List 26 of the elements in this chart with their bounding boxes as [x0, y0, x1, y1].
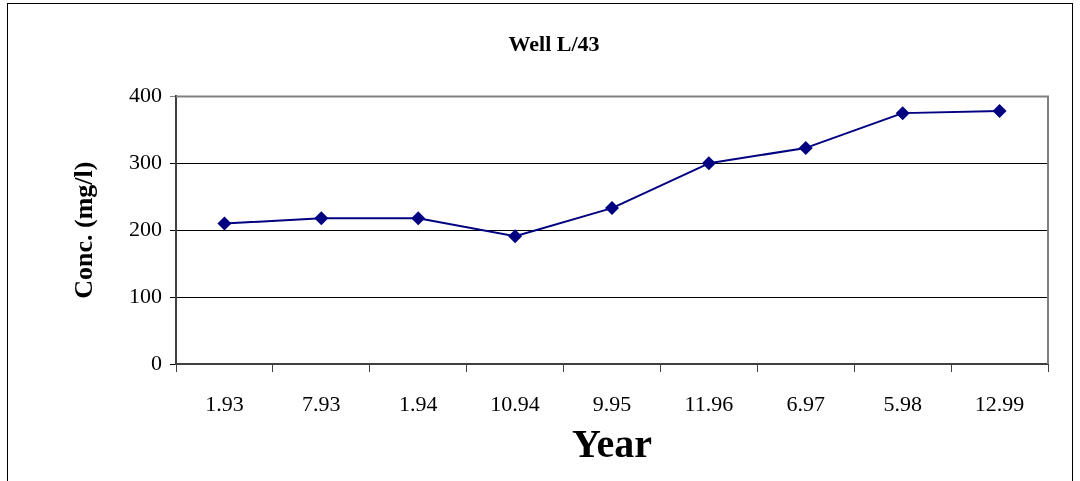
point — [798, 140, 813, 155]
point — [992, 104, 1007, 119]
point — [217, 216, 232, 231]
point — [411, 211, 426, 226]
y-tick-label: 300 — [129, 149, 162, 175]
y-tick-label: 100 — [129, 282, 162, 308]
x-tick-label: 5.98 — [883, 390, 922, 416]
point — [701, 156, 716, 171]
point — [508, 229, 523, 244]
x-tick-label: 7.93 — [302, 390, 341, 416]
x-tick-label: 1.94 — [398, 390, 438, 416]
x-tick-label: 12.99 — [974, 390, 1025, 416]
x-tick-label: 10.94 — [490, 390, 540, 416]
y-tick-label: 0 — [151, 349, 162, 375]
y-tick-label: 200 — [129, 215, 162, 241]
y-tick-label: 400 — [129, 82, 162, 108]
x-axis-title: Year — [572, 421, 652, 467]
x-tick-label: 1.93 — [205, 390, 244, 416]
point — [895, 106, 910, 121]
y-axis-title: Conc. (mg/l) — [69, 161, 99, 299]
x-tick-label: 9.95 — [592, 390, 632, 416]
x-tick-label: 6.97 — [786, 390, 826, 416]
point — [605, 201, 619, 216]
point — [314, 211, 329, 226]
x-tick-label: 11.96 — [684, 390, 734, 416]
chart-title: Well L/43 — [508, 30, 600, 56]
